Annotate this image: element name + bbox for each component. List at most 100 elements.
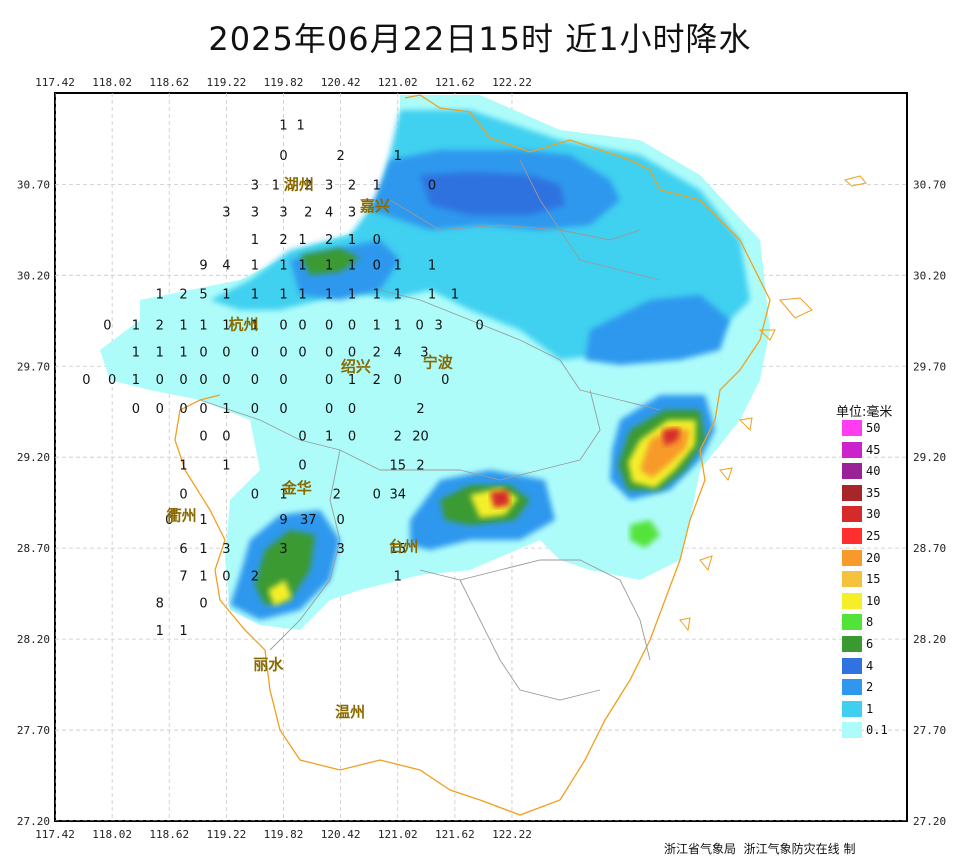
station-value: 1 bbox=[325, 287, 333, 302]
station-value: 1 bbox=[348, 233, 356, 248]
station-value: 0 bbox=[199, 597, 207, 612]
station-value: 1 bbox=[222, 318, 230, 333]
station-value: 0 bbox=[199, 429, 207, 444]
lon-tick-label-top: 118.62 bbox=[149, 76, 189, 89]
station-value: 1 bbox=[325, 429, 333, 444]
station-value: 1 bbox=[348, 258, 356, 273]
station-value: 1 bbox=[279, 258, 287, 273]
precip-2c-region bbox=[585, 295, 730, 365]
station-value: 15 bbox=[389, 458, 406, 473]
lon-tick-label-top: 119.22 bbox=[206, 76, 246, 89]
legend-label: 1 bbox=[866, 701, 874, 716]
city-label: 湖州 bbox=[284, 175, 314, 193]
station-value: 0 bbox=[348, 429, 356, 444]
legend-label: 10 bbox=[866, 593, 881, 608]
station-value: 1 bbox=[298, 287, 306, 302]
station-value: 1 bbox=[156, 624, 164, 639]
station-value: 0 bbox=[348, 402, 356, 417]
station-value: 0 bbox=[251, 488, 259, 503]
station-value: 0 bbox=[279, 373, 287, 388]
station-value: 0 bbox=[475, 318, 483, 333]
station-value: 3 bbox=[279, 542, 287, 557]
station-value: 1 bbox=[199, 513, 207, 528]
coastal-islands bbox=[679, 175, 867, 632]
legend-swatch bbox=[842, 722, 862, 739]
legend-label: 6 bbox=[866, 637, 874, 651]
station-value: 0 bbox=[222, 373, 230, 388]
station-value: 1 bbox=[394, 287, 402, 302]
lat-tick-label-left: 27.70 bbox=[17, 724, 50, 737]
station-value: 8 bbox=[156, 597, 164, 612]
station-value: 3 bbox=[420, 346, 428, 361]
station-value: 0 bbox=[298, 429, 306, 444]
legend-swatch bbox=[842, 484, 862, 501]
lat-tick-label-right: 28.70 bbox=[913, 542, 946, 555]
map-title: 2025年06月22日15时 近1小时降水 bbox=[208, 20, 752, 58]
precip-jinhua-30 bbox=[490, 490, 510, 508]
station-value: 1 bbox=[199, 318, 207, 333]
lon-tick-label-bottom: 119.22 bbox=[206, 828, 246, 841]
lat-tick-label-right: 28.20 bbox=[913, 633, 946, 646]
station-value: 2 bbox=[279, 233, 287, 248]
lat-tick-label-left: 28.20 bbox=[17, 633, 50, 646]
lon-tick-label-bottom: 122.22 bbox=[492, 828, 532, 841]
legend-swatch bbox=[842, 549, 862, 566]
precip-quzhou-6 bbox=[255, 530, 315, 605]
station-value: 4 bbox=[222, 258, 230, 273]
legend-swatch bbox=[842, 614, 862, 631]
station-value: 0 bbox=[222, 429, 230, 444]
station-value: 1 bbox=[272, 178, 280, 193]
station-value: 1 bbox=[325, 258, 333, 273]
precip-6-region bbox=[300, 248, 360, 275]
station-value: 0 bbox=[251, 346, 259, 361]
legend-swatch bbox=[842, 657, 862, 674]
station-value: 3 bbox=[325, 178, 333, 193]
lon-tick-label-top: 118.02 bbox=[92, 76, 132, 89]
station-value: 2 bbox=[416, 402, 424, 417]
station-value: 0 bbox=[415, 318, 423, 333]
station-value: 2 bbox=[251, 569, 259, 584]
station-value: 1 bbox=[251, 318, 259, 333]
station-value: 37 bbox=[300, 513, 317, 528]
lat-tick-label-left: 29.70 bbox=[17, 360, 50, 373]
station-value: 0 bbox=[132, 402, 140, 417]
station-value: 15 bbox=[389, 542, 406, 557]
legend-swatch bbox=[842, 679, 862, 696]
station-value: 0 bbox=[179, 488, 187, 503]
station-value: 3 bbox=[279, 206, 287, 221]
station-value: 0 bbox=[108, 373, 116, 388]
station-value: 1 bbox=[251, 233, 259, 248]
lon-tick-label-top: 121.02 bbox=[378, 76, 418, 89]
station-value: 2 bbox=[333, 488, 341, 503]
city-label: 温州 bbox=[335, 703, 365, 721]
station-value: 0 bbox=[428, 178, 436, 193]
station-value: 1 bbox=[348, 373, 356, 388]
station-value: 2 bbox=[304, 206, 312, 221]
lat-tick-label-right: 27.70 bbox=[913, 724, 946, 737]
axis-labels: 117.42 117.42 118.02 118.02 118.62 118.62 119.… bbox=[17, 76, 946, 841]
station-value: 0 bbox=[298, 318, 306, 333]
station-value: 1 bbox=[296, 118, 304, 133]
station-value: 1 bbox=[251, 258, 259, 273]
station-value: 0 bbox=[156, 402, 164, 417]
station-value: 0 bbox=[279, 318, 287, 333]
city-boundaries bbox=[199, 159, 661, 701]
station-value: 2 bbox=[373, 346, 381, 361]
precip-layer bbox=[100, 95, 770, 630]
station-value: 1 bbox=[298, 233, 306, 248]
station-value: 0 bbox=[298, 346, 306, 361]
station-value: 0 bbox=[82, 373, 90, 388]
lon-tick-label-top: 119.82 bbox=[264, 76, 304, 89]
station-value: 3 bbox=[336, 542, 344, 557]
station-value: 2 bbox=[304, 178, 312, 193]
lat-tick-label-right: 29.70 bbox=[913, 360, 946, 373]
legend-label: 50 bbox=[866, 421, 881, 435]
station-value: 0 bbox=[325, 402, 333, 417]
legend-title: 单位:毫米 bbox=[836, 405, 893, 420]
station-value: 4 bbox=[325, 206, 333, 221]
station-value: 0 bbox=[373, 488, 381, 503]
station-value: 3 bbox=[251, 206, 259, 221]
lat-tick-label-right: 30.70 bbox=[913, 178, 946, 191]
station-value: 0 bbox=[325, 318, 333, 333]
station-value: 0 bbox=[199, 346, 207, 361]
